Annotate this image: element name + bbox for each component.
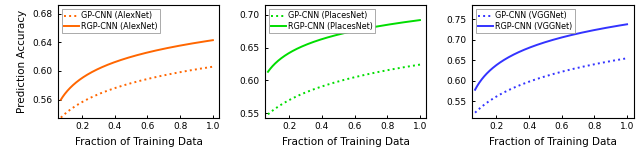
GP-CNN (PlacesNet) <box>392 68 400 70</box>
Legend: GP-CNN (PlacesNet), RGP-CNN (PlacesNet): GP-CNN (PlacesNet), RGP-CNN (PlacesNet) <box>269 9 375 33</box>
RGP-CNN (VGGNet) <box>564 35 572 37</box>
RGP-CNN (VGGNet) <box>472 88 479 90</box>
RGP-CNN (AlexNet) <box>195 41 202 43</box>
GP-CNN (VGGNet) <box>623 57 631 59</box>
RGP-CNN (VGGNet) <box>471 89 479 91</box>
GP-CNN (PlacesNet) <box>264 113 272 115</box>
RGP-CNN (VGGNet) <box>562 35 570 37</box>
RGP-CNN (VGGNet) <box>561 36 569 38</box>
RGP-CNN (AlexNet) <box>147 51 155 53</box>
GP-CNN (VGGNet) <box>562 70 570 72</box>
X-axis label: Fraction of Training Data: Fraction of Training Data <box>489 137 616 147</box>
Line: RGP-CNN (AlexNet): RGP-CNN (AlexNet) <box>61 40 213 100</box>
GP-CNN (PlacesNet) <box>354 75 362 77</box>
RGP-CNN (AlexNet) <box>58 98 65 100</box>
GP-CNN (VGGNet) <box>561 70 569 72</box>
GP-CNN (AlexNet) <box>147 77 155 79</box>
Line: RGP-CNN (PlacesNet): RGP-CNN (PlacesNet) <box>268 20 420 72</box>
RGP-CNN (PlacesNet) <box>264 70 272 72</box>
RGP-CNN (PlacesNet) <box>354 29 362 31</box>
GP-CNN (AlexNet) <box>185 70 193 72</box>
Line: RGP-CNN (VGGNet): RGP-CNN (VGGNet) <box>475 24 627 90</box>
RGP-CNN (PlacesNet) <box>355 29 362 31</box>
Line: GP-CNN (VGGNet): GP-CNN (VGGNet) <box>475 58 627 113</box>
GP-CNN (PlacesNet) <box>416 64 424 66</box>
X-axis label: Fraction of Training Data: Fraction of Training Data <box>75 137 202 147</box>
RGP-CNN (AlexNet) <box>185 43 193 45</box>
RGP-CNN (PlacesNet) <box>392 22 400 24</box>
Line: GP-CNN (PlacesNet): GP-CNN (PlacesNet) <box>268 65 420 114</box>
GP-CNN (AlexNet) <box>58 116 65 118</box>
GP-CNN (VGGNet) <box>599 61 607 64</box>
RGP-CNN (PlacesNet) <box>416 19 424 21</box>
GP-CNN (PlacesNet) <box>357 75 365 77</box>
GP-CNN (VGGNet) <box>609 60 617 62</box>
Legend: GP-CNN (VGGNet), RGP-CNN (VGGNet): GP-CNN (VGGNet), RGP-CNN (VGGNet) <box>476 9 575 33</box>
GP-CNN (PlacesNet) <box>355 75 362 77</box>
Line: GP-CNN (AlexNet): GP-CNN (AlexNet) <box>61 67 213 118</box>
GP-CNN (VGGNet) <box>471 112 479 114</box>
GP-CNN (AlexNet) <box>147 77 155 79</box>
RGP-CNN (AlexNet) <box>147 51 155 53</box>
RGP-CNN (VGGNet) <box>599 27 607 29</box>
X-axis label: Fraction of Training Data: Fraction of Training Data <box>282 137 410 147</box>
RGP-CNN (AlexNet) <box>209 39 217 41</box>
Y-axis label: Prediction Accuracy: Prediction Accuracy <box>17 10 27 113</box>
GP-CNN (VGGNet) <box>472 111 479 113</box>
RGP-CNN (AlexNet) <box>150 50 157 52</box>
GP-CNN (AlexNet) <box>57 117 65 119</box>
GP-CNN (AlexNet) <box>209 66 217 68</box>
GP-CNN (VGGNet) <box>564 69 572 71</box>
Legend: GP-CNN (AlexNet), RGP-CNN (AlexNet): GP-CNN (AlexNet), RGP-CNN (AlexNet) <box>61 9 160 33</box>
GP-CNN (PlacesNet) <box>264 113 272 115</box>
RGP-CNN (PlacesNet) <box>402 21 410 23</box>
RGP-CNN (PlacesNet) <box>264 71 272 73</box>
GP-CNN (PlacesNet) <box>402 66 410 68</box>
RGP-CNN (VGGNet) <box>609 26 617 28</box>
GP-CNN (AlexNet) <box>195 68 202 70</box>
RGP-CNN (VGGNet) <box>623 23 631 25</box>
RGP-CNN (AlexNet) <box>57 99 65 101</box>
GP-CNN (AlexNet) <box>150 76 157 78</box>
RGP-CNN (PlacesNet) <box>357 28 365 30</box>
